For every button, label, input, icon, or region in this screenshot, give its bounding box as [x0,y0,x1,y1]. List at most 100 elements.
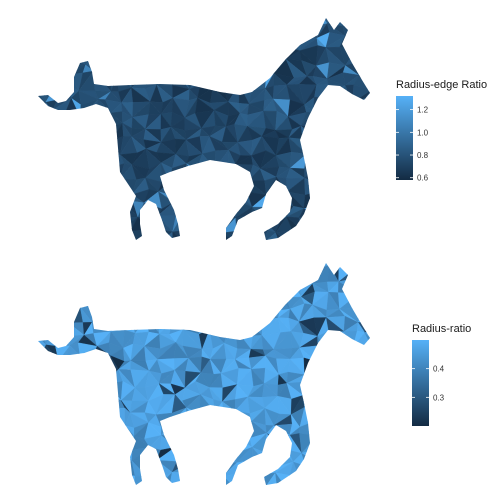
mesh-triangle-bottom [341,440,359,454]
mesh-triangle-top [105,189,125,202]
mesh-triangle-bottom [182,266,201,285]
mesh-triangle-bottom [80,384,97,400]
mesh-triangle-bottom [330,439,346,455]
mesh-triangle-bottom [195,282,212,298]
mesh-triangle-bottom [44,320,59,330]
mesh-triangle-bottom [408,466,420,474]
mesh-triangle-top [78,228,100,240]
mesh-triangle-bottom [38,303,46,324]
mesh-triangle-top [324,124,342,140]
mesh-triangle-top [39,193,55,203]
mesh-triangle-top [220,217,237,234]
mesh-triangle-top [78,149,99,163]
mesh-triangle-top [236,20,251,35]
mesh-triangle-bottom [338,281,359,295]
mesh-triangle-bottom [391,322,407,335]
mesh-triangle-bottom [329,263,340,266]
mesh-triangle-top [195,34,211,54]
mesh-triangle-bottom [174,447,190,463]
mesh-triangle-bottom [194,294,216,306]
mesh-triangle-top [370,152,377,166]
mesh-triangle-top [357,176,370,190]
mesh-triangle-top [338,194,360,207]
mesh-triangle-bottom [328,354,342,372]
mesh-triangle-bottom [111,295,123,305]
mesh-triangle-bottom [237,475,254,485]
mesh-triangle-bottom [264,447,278,463]
mesh-triangle-top [38,151,44,169]
mesh-triangle-top [54,168,69,177]
mesh-triangle-top [98,227,112,240]
mesh-triangle-bottom [194,411,216,422]
mesh-triangle-bottom [234,264,248,286]
mesh-triangle-bottom [53,306,69,324]
mesh-triangle-bottom [183,295,196,307]
mesh-triangle-bottom [221,266,240,286]
mesh-triangle-top [393,63,410,76]
mesh-triangle-top [103,163,125,180]
mesh-triangle-top [260,203,281,222]
mesh-triangle-bottom [341,407,359,422]
mesh-triangle-top [364,123,370,140]
mesh-triangle-top [380,113,391,127]
mesh-triangle-bottom [69,380,82,400]
mesh-triangle-bottom [70,263,84,271]
mesh-triangle-top [403,60,422,73]
mesh-triangle-bottom [38,435,46,454]
mesh-triangle-bottom [118,266,134,281]
mesh-triangle-top [410,64,423,76]
mesh-triangle-top [173,18,184,23]
mesh-triangle-bottom [275,270,291,283]
mesh-triangle-bottom [38,452,46,465]
mesh-triangle-top [38,201,45,218]
mesh-triangle-bottom [213,433,228,454]
mesh-triangle-bottom [236,462,250,477]
mesh-triangle-bottom [195,296,210,309]
mesh-triangle-top [68,221,83,231]
mesh-triangle-top [353,149,370,167]
mesh-triangle-top [340,220,359,233]
mesh-triangle-bottom [340,347,354,361]
mesh-triangle-top [79,201,95,223]
mesh-triangle-top [351,102,365,115]
mesh-triangle-top [38,70,44,88]
mesh-triangle-bottom [38,447,46,465]
mesh-triangle-top [298,22,318,39]
mesh-triangle-top [316,128,329,140]
mesh-triangle-bottom [147,305,162,324]
mesh-triangle-top [324,128,339,140]
mesh-triangle-top [324,115,344,130]
mesh-triangle-bottom [367,371,370,387]
mesh-triangle-top [358,206,365,222]
mesh-triangle-top [371,166,381,178]
mesh-triangle-top [211,190,227,208]
mesh-triangle-top [352,138,369,151]
mesh-triangle-top [54,126,72,144]
mesh-triangle-top [306,150,319,165]
mesh-triangle-top [90,201,112,217]
mesh-triangle-top [161,18,176,24]
mesh-triangle-top [393,206,409,216]
mesh-triangle-bottom [55,373,74,382]
mesh-triangle-top [210,45,224,65]
mesh-triangle-bottom [378,284,398,296]
mesh-triangle-top [156,44,170,62]
mesh-triangle-bottom [54,381,71,400]
mesh-triangle-top [384,49,398,63]
colorbar-tick-label: 1.0 [417,128,429,137]
mesh-triangle-top [378,178,398,193]
mesh-triangle-top [39,201,58,219]
mesh-triangle-top [363,204,370,220]
mesh-triangle-bottom [92,432,111,452]
mesh-triangle-top [353,149,370,167]
mesh-triangle-bottom [246,264,265,281]
mesh-triangle-bottom [221,277,240,291]
mesh-triangle-bottom [330,381,342,401]
mesh-triangle-bottom [79,355,99,376]
mesh-triangle-top [44,37,55,49]
mesh-triangle-top [315,218,332,233]
mesh-triangle-top [54,20,67,39]
mesh-triangle-top [355,49,370,60]
mesh-triangle-bottom [79,355,99,377]
mesh-triangle-bottom [352,347,367,363]
